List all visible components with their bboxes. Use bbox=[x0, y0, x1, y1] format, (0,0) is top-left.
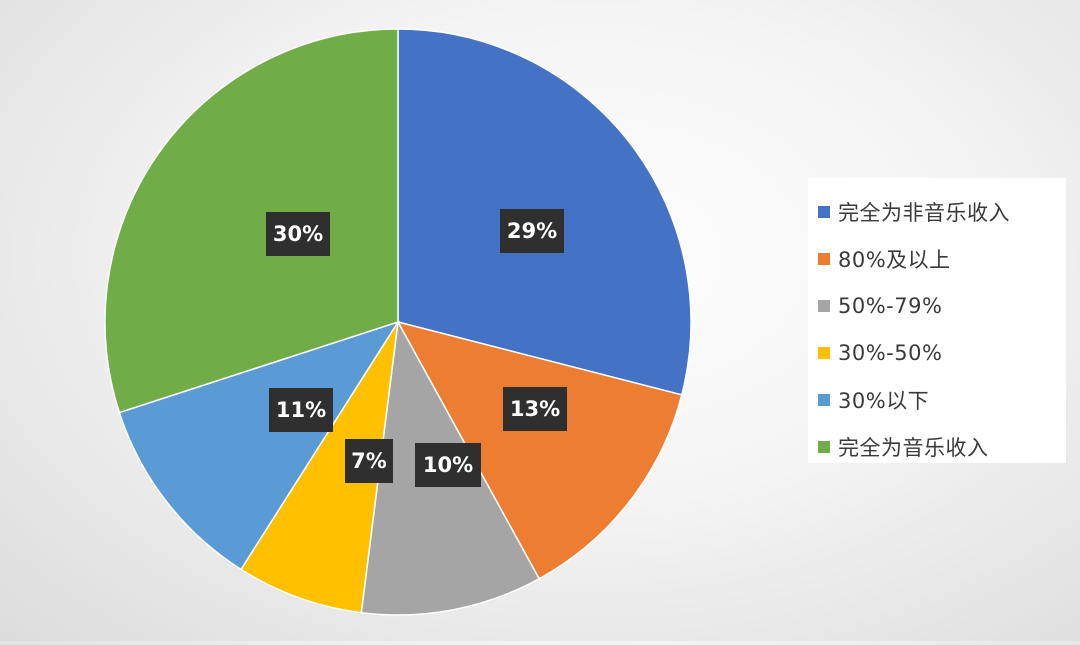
chart-legend: 完全为非音乐收入 80%及以上 50%-79% 30%-50% 30%以下完全为音乐收入 bbox=[808, 178, 1066, 463]
legend-swatch bbox=[818, 299, 830, 312]
data-label-box bbox=[266, 212, 330, 256]
legend-item-6: 完全为音乐收入 bbox=[818, 423, 1066, 470]
data-label-box bbox=[415, 443, 481, 487]
data-label-text: 29% bbox=[507, 219, 557, 243]
pie-slice-4 bbox=[239, 321, 399, 614]
legend-label: 完全为音乐收入 bbox=[838, 435, 989, 460]
data-label-2: 13% bbox=[503, 387, 567, 431]
data-label-box bbox=[345, 439, 393, 483]
pie-slice-5 bbox=[118, 320, 400, 571]
pie-slice-6 bbox=[104, 28, 399, 414]
data-label-box bbox=[503, 387, 567, 431]
legend-label: 30%以下 bbox=[838, 388, 930, 413]
data-label-text: 11% bbox=[276, 398, 326, 422]
data-label-4: 7% bbox=[345, 439, 393, 483]
data-label-1: 29% bbox=[500, 209, 564, 253]
data-label-3: 10% bbox=[415, 443, 481, 487]
legend-swatch bbox=[818, 393, 830, 406]
legend-swatch bbox=[818, 205, 830, 218]
data-label-6: 30% bbox=[266, 212, 330, 256]
data-label-5: 11% bbox=[269, 388, 333, 432]
data-label-text: 10% bbox=[423, 453, 473, 477]
legend-label: 80%及以上 bbox=[838, 247, 951, 272]
legend-item-1: 完全为非音乐收入 bbox=[818, 188, 1066, 235]
data-label-text: 13% bbox=[510, 397, 560, 421]
legend-label: 50%-79% bbox=[838, 293, 943, 318]
data-label-text: 30% bbox=[273, 222, 323, 246]
legend-swatch bbox=[818, 440, 830, 453]
pie-slice-2 bbox=[396, 320, 683, 580]
legend-item-4: 30%-50% bbox=[818, 329, 1066, 376]
legend-swatch bbox=[818, 252, 830, 265]
legend-swatch bbox=[818, 346, 830, 359]
legend-item-2: 80%及以上 bbox=[818, 235, 1066, 282]
data-label-box bbox=[269, 388, 333, 432]
legend-label: 30%-50% bbox=[838, 340, 943, 365]
data-label-box bbox=[500, 209, 564, 253]
legend-item-5: 30%以下 bbox=[818, 376, 1066, 423]
data-label-text: 7% bbox=[351, 449, 387, 473]
legend-label: 完全为非音乐收入 bbox=[838, 200, 1010, 225]
legend-item-3: 50%-79% bbox=[818, 282, 1066, 329]
